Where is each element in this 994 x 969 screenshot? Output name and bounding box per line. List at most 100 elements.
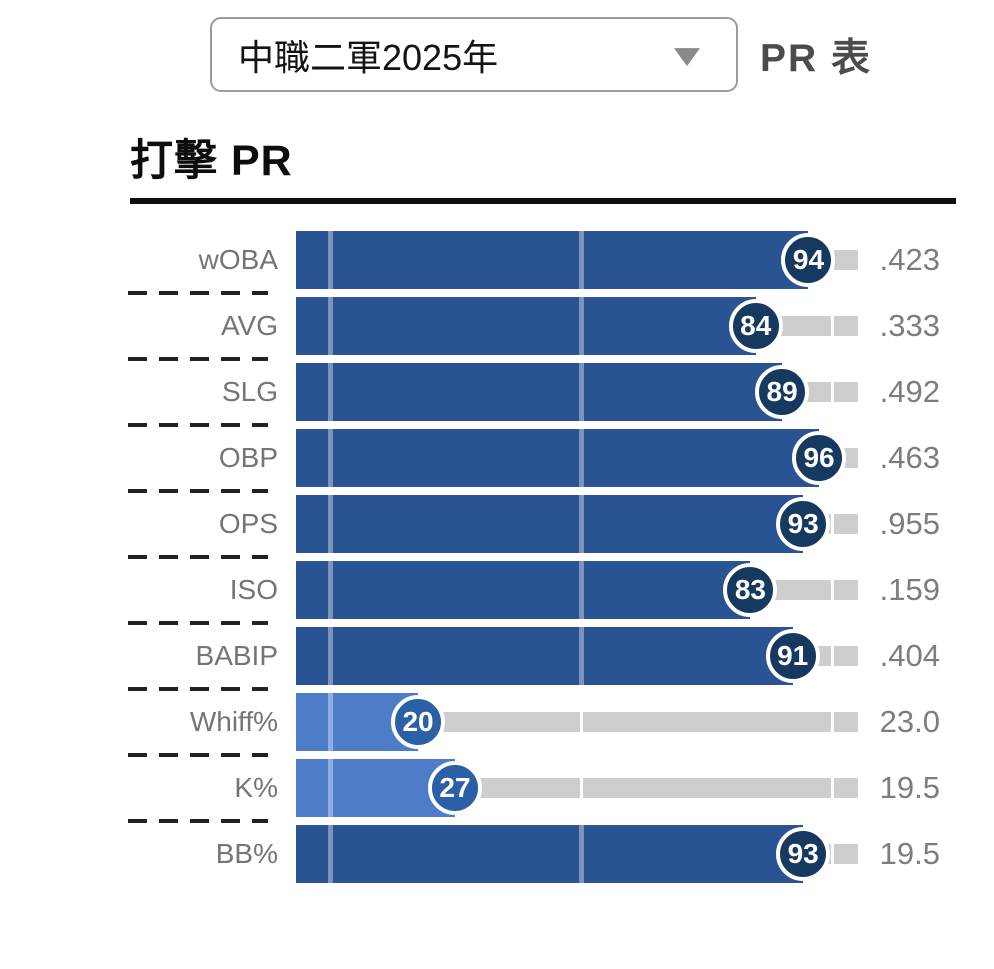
refline-50-tick [579,712,583,732]
refline-95-tick [830,514,834,534]
dashed-line [128,357,268,361]
section-title: 打擊 PR [130,137,293,185]
percentile-bar [296,495,804,553]
batting-pr-chart: wOBA 94 .423 AVG 84 .333 [128,231,940,883]
chart-row: Whiff% 20 23.0 [130,693,940,751]
row-separator [128,751,940,759]
stat-value: .463 [879,440,940,475]
row-separator [128,421,940,429]
chart-row: SLG 89 .492 [130,363,940,421]
percentile-badge: 83 [723,563,778,617]
chart-row: OPS 93 .955 [130,495,940,553]
row-separator [128,619,940,627]
row-separator [128,553,940,561]
percentile-badge: 27 [427,761,482,815]
stat-value: .492 [879,374,940,409]
stat-value: 19.5 [879,836,940,871]
percentile-badge: 20 [391,695,446,749]
percentile-bar [296,429,820,487]
percentile-badge: 91 [765,629,820,683]
refline-50-stripe [579,627,584,685]
refline-5-stripe [328,363,333,421]
percentile-badge: 84 [728,299,783,353]
chart-row: wOBA 94 .423 [130,231,940,289]
chart-row: K% 27 19.5 [130,759,940,817]
stat-value: .955 [879,506,940,541]
chart-row: BB% 93 19.5 [130,825,940,883]
refline-5-stripe [328,759,333,817]
stat-value: 23.0 [879,704,940,739]
bar-area: 27 [296,759,858,817]
stat-value: 19.5 [879,770,940,805]
stat-value: .159 [879,572,940,607]
row-separator [128,817,940,825]
refline-95-tick [830,580,834,600]
dashed-line [128,423,268,427]
dashed-line [128,753,268,757]
refline-50-stripe [579,231,584,289]
percentile-badge: 96 [792,431,847,485]
stat-label: wOBA [198,244,278,275]
chart-row: OBP 96 .463 [130,429,940,487]
refline-5-stripe [328,297,333,355]
percentile-badge: 94 [781,233,836,287]
stat-label: Whiff% [189,706,278,737]
percentile-badge: 89 [755,365,810,419]
percentile-bar [296,363,783,421]
refline-50-stripe [579,363,584,421]
percentile-bar [296,297,756,355]
refline-5-stripe [328,495,333,553]
dashed-line [128,819,268,823]
refline-5-stripe [328,627,333,685]
dashed-line [128,555,268,559]
stat-value: .404 [879,638,940,673]
refline-95-tick [830,778,834,798]
refline-95-tick [830,844,834,864]
bar-area: 20 [296,693,858,751]
bar-area: 93 [296,495,858,553]
bar-area: 96 [296,429,858,487]
stat-label: OBP [218,442,278,473]
pr-table-label: PR 表 [760,36,873,80]
stat-label: AVG [220,310,278,341]
chart-row: ISO 83 .159 [130,561,940,619]
bar-area: 89 [296,363,858,421]
bar-area: 93 [296,825,858,883]
chart-row: BABIP 91 .404 [130,627,940,685]
stat-value: .423 [879,242,940,277]
dashed-line [128,687,268,691]
refline-5-stripe [328,429,333,487]
dropdown-arrow-icon [674,47,700,66]
percentile-bar [296,561,751,619]
dashed-line [128,489,268,493]
refline-95-tick [830,646,834,666]
refline-5-stripe [328,825,333,883]
refline-5-stripe [328,693,333,751]
refline-5-stripe [328,231,333,289]
percentile-bar [296,231,809,289]
refline-95-tick [830,382,834,402]
refline-50-stripe [579,429,584,487]
refline-50-stripe [579,297,584,355]
title-rule [130,198,956,204]
row-separator [128,289,940,297]
bar-area: 94 [296,231,858,289]
season-dropdown[interactable]: 中職二軍2025年 [210,17,738,92]
percentile-badge: 93 [776,827,831,881]
chart-row: AVG 84 .333 [130,297,940,355]
bar-area: 83 [296,561,858,619]
percentile-bar [296,825,804,883]
stat-label: OPS [218,508,278,539]
bar-area: 84 [296,297,858,355]
percentile-badge: 93 [776,497,831,551]
refline-50-stripe [579,495,584,553]
stat-value: .333 [879,308,940,343]
refline-50-tick [579,778,583,798]
bar-area: 91 [296,627,858,685]
season-dropdown-value: 中職二軍2025年 [238,36,499,78]
row-separator [128,355,940,363]
refline-5-stripe [328,561,333,619]
stat-label: ISO [229,574,278,605]
dashed-line [128,291,268,295]
